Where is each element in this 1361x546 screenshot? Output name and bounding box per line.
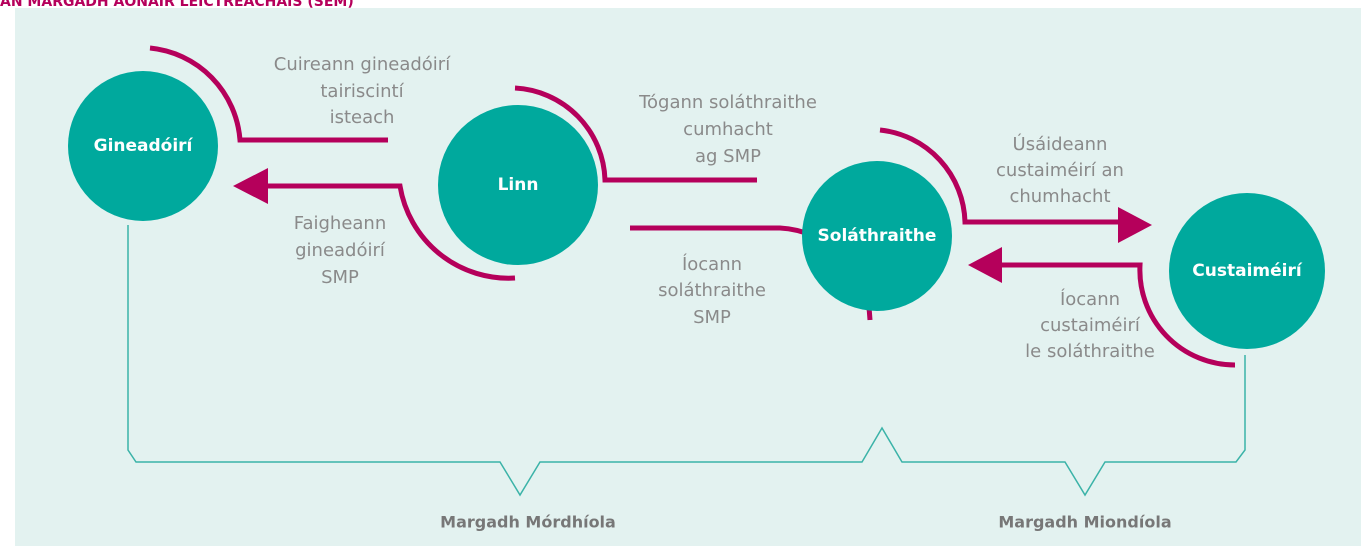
- arrow: [1118, 207, 1152, 243]
- flow-text: Tógann soláthraithe: [638, 92, 817, 113]
- arrow: [233, 168, 268, 204]
- node-label: Soláthraithe: [818, 226, 937, 246]
- connector: [258, 183, 516, 281]
- node: [438, 105, 598, 265]
- flow-text: isteach: [330, 107, 395, 128]
- flow-text: ag SMP: [695, 146, 761, 167]
- node-label: Custaiméirí: [1192, 261, 1303, 281]
- flow-text: Cuireann gineadóirí: [274, 54, 451, 75]
- flow-text: Íocann: [682, 253, 742, 275]
- flow-text: Íocann: [1060, 288, 1120, 310]
- node: [68, 71, 218, 221]
- header-title: AN MARGADH AONAIR LEICTREACHAIS (SEM): [0, 0, 354, 10]
- flow-text: gineadóirí: [295, 240, 386, 261]
- flow-text: le soláthraithe: [1025, 341, 1155, 362]
- arrow: [968, 247, 1002, 283]
- panel: [15, 8, 1361, 546]
- flow-text: chumhacht: [1009, 186, 1110, 207]
- flow-text: tairiscintí: [320, 81, 404, 102]
- market-label: Margadh Mórdhíola: [440, 513, 616, 532]
- flow-text: SMP: [321, 267, 359, 288]
- market-label: Margadh Miondíola: [998, 513, 1171, 532]
- connector: [149, 45, 388, 143]
- node-label: Linn: [498, 175, 539, 195]
- flow-text: cumhacht: [683, 119, 773, 140]
- node: [802, 161, 952, 311]
- node: [1169, 193, 1325, 349]
- connector: [879, 127, 1125, 225]
- flow-text: custaiméirí: [1040, 315, 1141, 336]
- market-bracket: [127, 225, 1246, 497]
- connector: [514, 85, 757, 183]
- flow-text: Úsáideann: [1013, 133, 1108, 155]
- flow-text: SMP: [693, 307, 731, 328]
- node-label: Gineadóirí: [94, 136, 194, 156]
- flow-text: custaiméirí an: [996, 160, 1124, 181]
- flow-text: Faigheann: [294, 213, 387, 234]
- flow-text: soláthraithe: [658, 280, 766, 301]
- connector: [995, 262, 1236, 368]
